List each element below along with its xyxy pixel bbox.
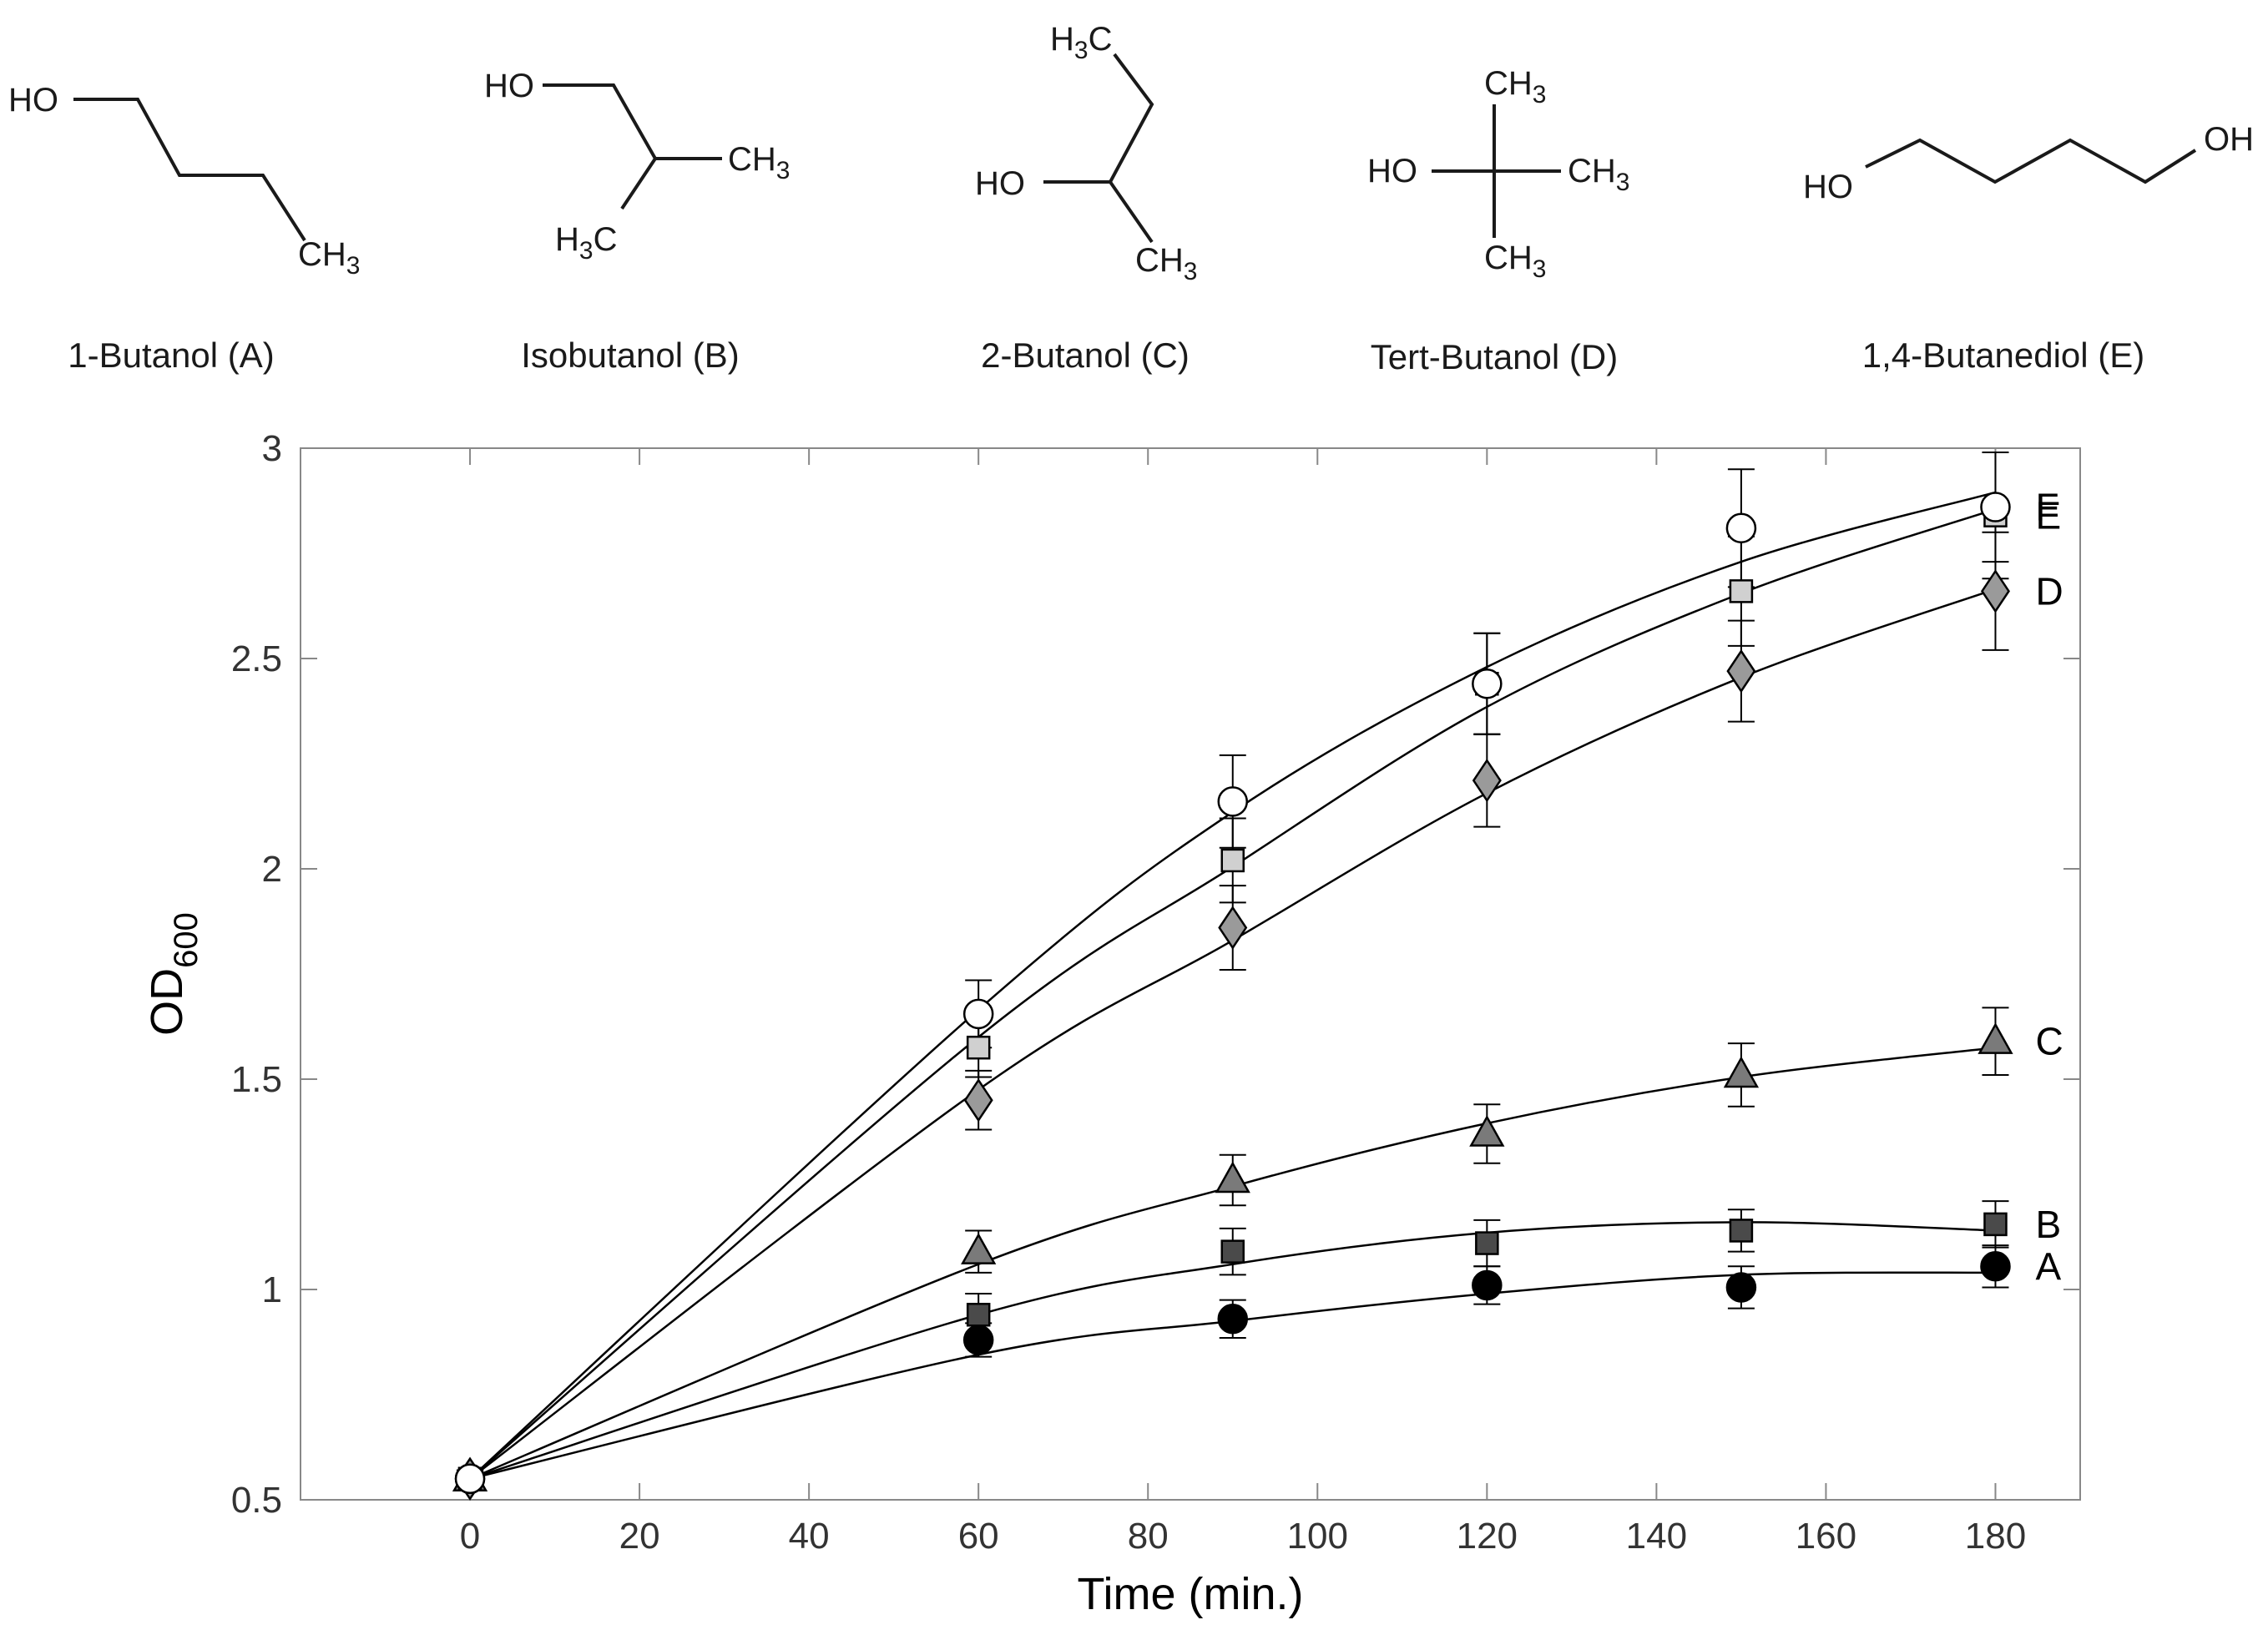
bond-skeleton	[73, 98, 306, 242]
x-tick-label: 180	[1965, 1516, 2026, 1557]
atom-labels: HO CH3 HO CH3 H3C H3C HO CH3 CH3 HO CH3 …	[8, 21, 2254, 285]
atom-label-h3c: H3C	[1050, 21, 1112, 64]
data-point-A	[1980, 1251, 2011, 1282]
data-point-B	[1729, 1219, 1754, 1243]
data-point-C	[961, 1233, 997, 1264]
data-point-C	[1469, 1114, 1505, 1147]
atom-label-ch: CH3	[1135, 242, 1197, 285]
data-point-A	[1725, 1272, 1757, 1303]
bond-branch	[620, 157, 657, 210]
data-point-F	[962, 998, 994, 1030]
x-axis-label: Time (min.)	[1078, 1569, 1304, 1619]
x-tick-label: 80	[1128, 1516, 1169, 1557]
chemical-structures	[73, 53, 2197, 244]
axis-ticks	[301, 447, 2080, 1501]
y-tick-label: 3	[262, 428, 282, 469]
data-point-E	[966, 1035, 991, 1060]
series-label-D: D	[2035, 569, 2063, 613]
y-tick-labels: 0.5 1 1.5 2 2.5 3	[231, 428, 282, 1521]
data-point-B	[1983, 1212, 2008, 1237]
data-point-A	[962, 1325, 994, 1355]
atom-label-ho: HO	[1367, 153, 1417, 189]
atom-label-ch: CH3	[728, 141, 790, 184]
series-label-A: A	[2035, 1244, 2061, 1288]
data-point-C	[1978, 1022, 2013, 1054]
data-point-B	[966, 1302, 991, 1327]
data-markers	[452, 492, 2013, 1501]
compound-name: 2-Butanol (C)	[981, 336, 1190, 375]
fit-curve-D	[469, 588, 1996, 1480]
compound-name: Tert-Butanol (D)	[1371, 337, 1618, 376]
series-labels: AB C DEF	[2035, 486, 2063, 1289]
x-tick-label: 160	[1796, 1516, 1856, 1557]
data-point-D	[1980, 569, 2010, 613]
atom-label-ch: CH3	[1568, 153, 1629, 196]
x-tick-label: 60	[958, 1516, 999, 1557]
data-point-C	[1215, 1161, 1250, 1193]
compound-name: 1-Butanol (A)	[68, 336, 274, 375]
data-point-D	[1218, 906, 1248, 950]
y-tick-label: 2	[262, 849, 282, 890]
data-point-D	[1726, 648, 1756, 694]
plot-frame	[300, 447, 2081, 1501]
x-tick-label: 40	[789, 1516, 830, 1557]
structure-1-4-butanediol	[1865, 138, 2197, 184]
data-point-E	[1729, 579, 1754, 603]
compound-name: 1,4-Butanediol (E)	[1862, 336, 2145, 375]
fit-curve-A	[469, 1271, 1996, 1481]
y-tick-label: 1.5	[231, 1059, 282, 1100]
bond-skeleton	[543, 83, 722, 160]
atom-label-ho: HO	[975, 165, 1025, 202]
data-point-B	[1475, 1231, 1499, 1255]
structure-2-butanol	[1043, 53, 1154, 244]
atom-label-ho: HO	[1803, 169, 1853, 205]
data-point-F	[1980, 492, 2011, 522]
y-tick-label: 0.5	[231, 1480, 282, 1521]
series-label-C: C	[2035, 1020, 2063, 1063]
data-point-A	[1472, 1269, 1503, 1301]
atom-label-ch: CH3	[1484, 240, 1546, 283]
y-axis-label: OD600	[142, 912, 205, 1036]
data-point-D	[963, 1077, 993, 1123]
data-point-D	[1472, 758, 1502, 803]
data-point-E	[1220, 848, 1245, 873]
x-tick-label: 120	[1457, 1516, 1518, 1557]
fit-curve-B	[469, 1221, 1996, 1480]
atom-label-oh: OH	[2204, 121, 2254, 158]
compound-names: 1-Butanol (A) Isobutanol (B) 2-Butanol (…	[68, 336, 2144, 376]
bond-skeleton	[1865, 138, 2197, 184]
structure-isobutanol	[543, 83, 722, 210]
data-point-B	[1220, 1239, 1245, 1264]
structure-tert-butanol	[1432, 104, 1561, 238]
structure-1-butanol	[73, 98, 306, 242]
x-tick-label: 20	[619, 1516, 660, 1557]
x-tick-label: 0	[460, 1516, 480, 1557]
compound-name: Isobutanol (B)	[521, 336, 739, 375]
atom-label-ch: CH3	[298, 236, 360, 280]
atom-label-ch: CH3	[1484, 65, 1546, 108]
data-point-A	[1217, 1304, 1249, 1335]
data-point-F	[1472, 668, 1503, 699]
x-tick-label: 100	[1287, 1516, 1348, 1557]
x-tick-labels: 0 20 40 60 80 100 120 140 160 180	[460, 1516, 2026, 1557]
data-point-C	[1723, 1056, 1760, 1088]
series-label-F: F	[2035, 486, 2058, 529]
fit-curve-C	[469, 1046, 1996, 1480]
data-point-F	[1725, 512, 1757, 544]
x-tick-label: 140	[1626, 1516, 1687, 1557]
series-label-E: E	[2035, 494, 2061, 537]
y-tick-label: 2.5	[231, 638, 282, 679]
atom-label-h3c: H3C	[555, 221, 617, 265]
growth-chart: 0 20 40 60 80 100 120 140 160 180 0.5 1 1.5 2 2.5 3 AB…	[142, 428, 2081, 1619]
atom-label-ho: HO	[484, 68, 534, 104]
data-point-F	[1217, 786, 1249, 817]
data-point-F	[454, 1463, 486, 1495]
bond-skeleton	[1108, 53, 1154, 244]
y-tick-label: 1	[262, 1269, 282, 1310]
atom-label-ho: HO	[8, 82, 58, 119]
series-label-B: B	[2035, 1203, 2061, 1246]
